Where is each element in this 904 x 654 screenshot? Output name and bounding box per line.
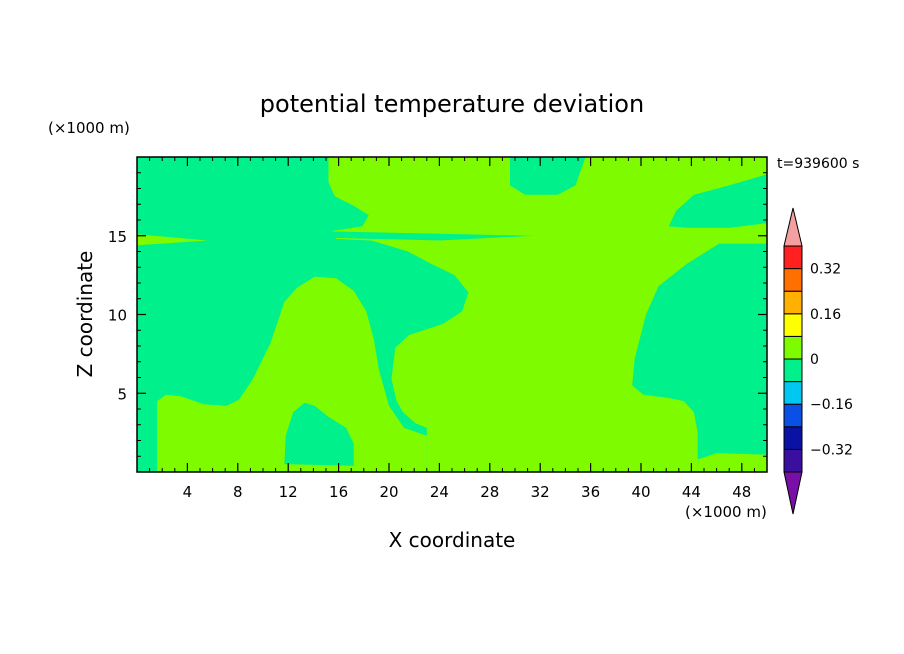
colorbar-band [783,381,803,405]
x-tick-label: 8 [233,483,243,501]
colorbar-band [783,448,803,473]
contour-region-tongue-upper-left [137,234,208,246]
colorbar-band [783,358,803,383]
y-tick-label: 10 [108,307,127,325]
x-unit-label: (×1000 m) [685,503,767,521]
y-tick-label: 15 [108,228,127,246]
x-tick-label: 40 [631,483,650,501]
contour-region-cool-tongue-upper [310,231,534,241]
colorbar-band [783,290,803,315]
colorbar: −0.32 −0.16 0 0.16 0.32 [783,207,853,515]
colorbar-band [783,313,803,337]
x-tick-label: 4 [183,483,193,501]
colorbar-band [783,403,803,428]
contour-region-cool-tongue-right [686,205,767,222]
x-tick-label: 24 [430,483,449,501]
y-axis-ticks: 5 10 15 [108,172,767,457]
colorbar-label: 0.16 [810,307,841,323]
x-tick-label: 16 [329,483,348,501]
x-tick-label: 48 [732,483,751,501]
x-axis-ticks: 4 8 12 16 20 24 28 32 36 40 44 48 [149,157,755,501]
x-tick-label: 44 [682,483,701,501]
x-tick-label: 32 [531,483,550,501]
contour-region-far-right-warm [697,453,767,472]
colorbar-label: −0.32 [810,442,853,458]
x-tick-label: 36 [581,483,600,501]
time-label: t=939600 s [777,156,859,172]
contour-region-cool-pocket-inner [290,434,318,465]
colorbar-band [783,426,803,450]
colorbar-label: 0 [810,352,819,368]
colorbar-extend-min [783,471,803,515]
y-tick-label: 5 [117,385,127,403]
contour-region-cool-spot-right [739,292,766,326]
colorbar-band [783,268,803,292]
colorbar-band [783,335,803,360]
x-axis-label: X coordinate [389,528,516,552]
y-unit-label: (×1000 m) [48,119,130,137]
colorbar-label: 0.32 [810,262,841,278]
x-tick-label: 12 [279,483,298,501]
contour-region-tongue-upper-right [704,223,767,238]
colorbar-extend-max [783,207,803,247]
y-axis-label: Z coordinate [73,251,97,378]
chart-title: potential temperature deviation [260,90,644,118]
contour-region-right-lower-warm [538,418,606,472]
x-tick-label: 28 [480,483,499,501]
plot-area [136,156,768,473]
colorbar-label: −0.16 [810,397,853,413]
x-tick-label: 20 [379,483,398,501]
contour-region-left-lower-warm [157,276,427,472]
colorbar-band [783,245,803,270]
